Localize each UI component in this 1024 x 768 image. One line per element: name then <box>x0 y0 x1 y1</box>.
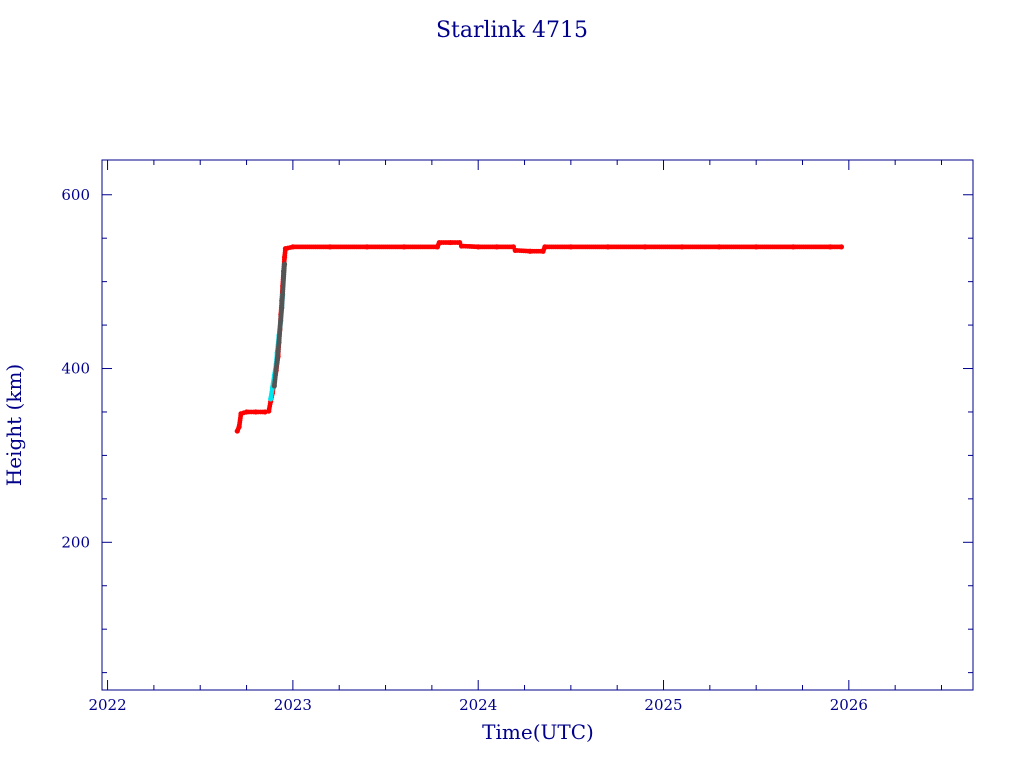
x-tick-label: 2024 <box>459 696 497 714</box>
y-tick-label: 400 <box>61 360 90 378</box>
y-tick-label: 600 <box>61 186 90 204</box>
axis-tick-labels: 2022 2023 2024 2025 2026 200 400 600 <box>61 186 868 714</box>
x-tick-label: 2025 <box>644 696 682 714</box>
axis-ticks <box>102 160 973 690</box>
x-tick-label: 2022 <box>88 696 126 714</box>
x-axis-label: Time(UTC) <box>482 720 594 744</box>
plot-frame <box>101 159 974 691</box>
data-point <box>838 244 845 250</box>
chart-title: Starlink 4715 <box>436 18 588 43</box>
y-axis-label: Height (km) <box>2 364 26 486</box>
data-points <box>234 239 845 434</box>
x-tick-label: 2023 <box>274 696 312 714</box>
y-tick-label: 200 <box>61 533 90 551</box>
x-tick-label: 2026 <box>830 696 868 714</box>
data-point <box>281 261 288 267</box>
